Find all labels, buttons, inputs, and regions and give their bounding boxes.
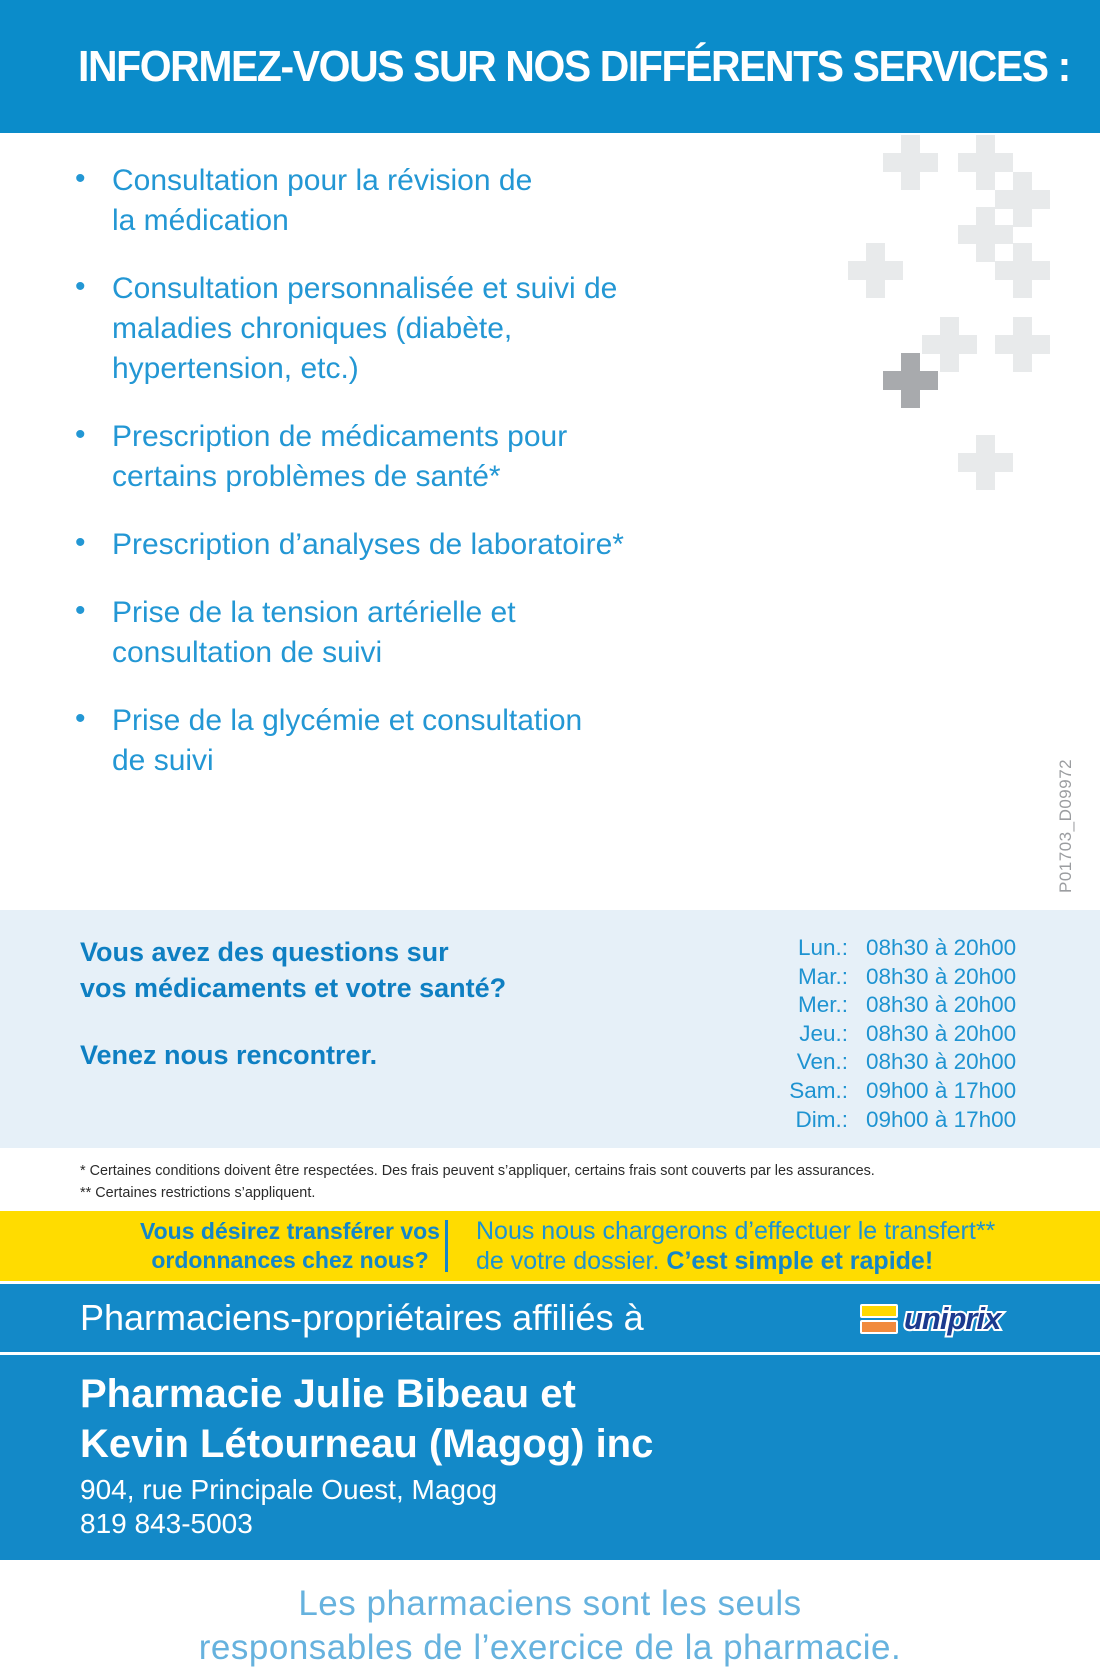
plus-icon (883, 135, 938, 190)
day-label: Mer.: (797, 992, 848, 1018)
disclaimer-line-2: ** Certaines restrictions s’appliquent. (80, 1184, 316, 1201)
day-label: Mar.: (797, 963, 848, 989)
day-label: Sam.: (789, 1077, 848, 1103)
side-code: P01703_D09972 (1056, 758, 1075, 893)
disclaimer-line-1: * Certaines conditions doivent être resp… (80, 1162, 875, 1179)
service-item: Prescription de médicaments pour certain… (75, 415, 820, 497)
service-item: Prise de la tension artérielle et consul… (75, 591, 820, 673)
footer-line: Les pharmaciens sont les seuls (298, 1584, 802, 1623)
hours-row: Sam.: 09h00 à 17h00 (728, 1077, 1016, 1106)
affiliation-band: Pharmaciens-propriétaires affiliés à uni… (0, 1284, 1100, 1352)
time-value: 08h30 à 20h00 (866, 963, 1017, 989)
logo-bars-icon (860, 1304, 898, 1334)
plus-icon (848, 243, 903, 298)
hours-row: Dim.: 09h00 à 17h00 (728, 1106, 1017, 1135)
questions-text: Vous avez des questions sur vos médicame… (80, 934, 506, 1006)
brand-text: uniprix (904, 1301, 1003, 1336)
time-value: 08h30 à 20h00 (866, 1049, 1017, 1075)
service-item: Consultation pour la révision de la médi… (75, 159, 820, 241)
pharmacy-address-block: 904, rue Principale Ouest, Magog 819 843… (80, 1473, 497, 1541)
pharmacy-name: Pharmacie Julie Bibeau et Kevin Létourne… (80, 1369, 653, 1469)
vertical-divider (445, 1220, 448, 1272)
pharmacy-name-line: Pharmacie Julie Bibeau et (80, 1372, 576, 1416)
footer-note: Les pharmaciens sont les seuls responsab… (0, 1560, 1100, 1680)
transfer-band: Vous désirez transférer vos ordonnances … (0, 1211, 1100, 1281)
day-label: Dim.: (795, 1106, 849, 1132)
hours-table: Lun.: 08h30 à 20h00 Mar.: 08h30 à 20h00 … (728, 934, 1016, 1134)
header-bar: INFORMEZ-VOUS SUR NOS DIFFÉRENTS SERVICE… (0, 0, 1100, 133)
transfer-answer-normal: de votre dossier. (476, 1247, 667, 1275)
transfer-question-line: ordonnances chez nous? (151, 1247, 429, 1273)
service-item: Consultation personnalisée et suivi de m… (75, 267, 820, 389)
plus-icon (958, 435, 1013, 490)
question-line: vos médicaments et votre santé? (80, 973, 507, 1003)
day-label: Jeu.: (799, 1020, 848, 1046)
transfer-question-line: Vous désirez transférer vos (140, 1218, 440, 1244)
plus-icon (995, 317, 1050, 372)
plus-icon (995, 243, 1050, 298)
plus-icon (995, 172, 1050, 227)
question-line: Vous avez des questions sur (80, 937, 449, 967)
hours-row: Ven.: 08h30 à 20h00 (728, 1048, 1016, 1077)
transfer-answer: Nous nous chargerons d’effectuer le tran… (476, 1216, 995, 1276)
hours-row: Jeu.: 08h30 à 20h00 (728, 1020, 1016, 1049)
plus-icon (958, 135, 1013, 190)
time-value: 08h30 à 20h00 (866, 935, 1017, 960)
pharmacy-address: 904, rue Principale Ouest, Magog (80, 1474, 498, 1505)
time-value: 08h30 à 20h00 (866, 1020, 1017, 1046)
pharmacy-band: Pharmacie Julie Bibeau et Kevin Létourne… (0, 1355, 1100, 1560)
pharmacy-phone: 819 843-5003 (80, 1508, 253, 1539)
plus-icon (958, 207, 1013, 262)
info-band: Vous avez des questions sur vos médicame… (0, 910, 1100, 1148)
disclaimer: * Certaines conditions doivent être resp… (80, 1160, 875, 1204)
service-item: Prise de la glycémie et consultation de … (75, 699, 820, 781)
footer-line: responsables de l’exercice de la pharmac… (198, 1628, 902, 1667)
transfer-answer-bold: C’est simple et rapide! (666, 1247, 934, 1275)
uniprix-logo: uniprix (860, 1296, 1022, 1342)
day-label: Lun.: (797, 935, 848, 960)
hours-row: Mer.: 08h30 à 20h00 (728, 991, 1016, 1020)
time-value: 09h00 à 17h00 (866, 1077, 1017, 1103)
page-title: INFORMEZ-VOUS SUR NOS DIFFÉRENTS SERVICE… (78, 41, 1071, 91)
service-item: Prescription d’analyses de laboratoire* (75, 523, 820, 565)
plus-icon (883, 353, 938, 408)
day-label: Ven.: (796, 1049, 848, 1075)
uniprix-wordmark: uniprix (902, 1299, 1006, 1338)
time-value: 09h00 à 17h00 (866, 1106, 1017, 1132)
time-value: 08h30 à 20h00 (866, 992, 1017, 1018)
hours-row: Mar.: 08h30 à 20h00 (728, 963, 1016, 992)
plus-icon (922, 317, 977, 372)
hours-row: Lun.: 08h30 à 20h00 (728, 934, 1016, 963)
transfer-answer-line: Nous nous chargerons d’effectuer le tran… (476, 1217, 996, 1245)
invite-text: Venez nous rencontrer. (80, 1040, 378, 1070)
transfer-question: Vous désirez transférer vos ordonnances … (135, 1217, 445, 1275)
transfer-answer-line: de votre dossier. C’est simple et rapide… (476, 1246, 995, 1276)
affiliation-label: Pharmaciens-propriétaires affiliés à (80, 1297, 644, 1338)
services-list: Consultation pour la révision de la médi… (0, 133, 820, 809)
pharmacy-name-line: Kevin Létourneau (Magog) inc (80, 1422, 654, 1466)
